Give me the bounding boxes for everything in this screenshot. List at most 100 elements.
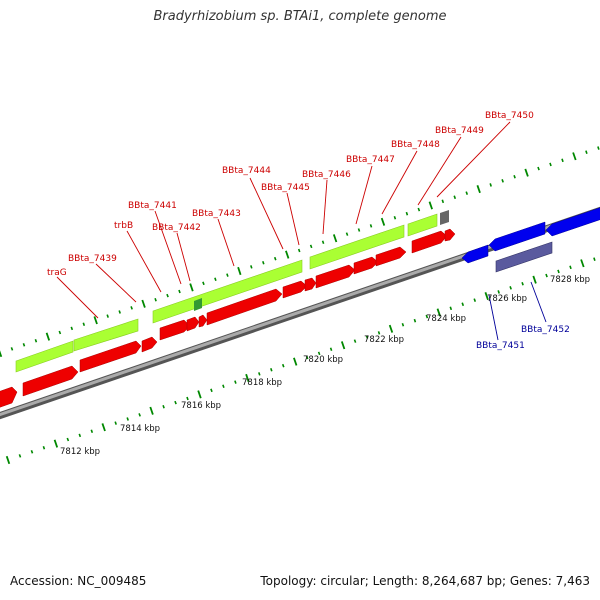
major-tick [237, 266, 242, 276]
minor-tick [202, 281, 205, 286]
gene-arrow [79, 340, 142, 373]
minor-tick [317, 351, 321, 356]
cds-bar [407, 213, 438, 237]
gene-label: BBta_7445 [261, 183, 310, 193]
minor-tick [58, 330, 62, 335]
minor-tick [509, 286, 512, 290]
gene-arrow [353, 256, 379, 275]
major-tick [101, 423, 106, 432]
minor-tick [569, 265, 572, 270]
kbp-scale-labels: 7812 kbp 7814 kbp 7816 kbp 7818 kbp 7820… [60, 275, 590, 457]
minor-tick [42, 445, 46, 450]
minor-tick [465, 191, 469, 195]
gene-arrow [206, 288, 283, 326]
minor-tick [353, 339, 357, 343]
major-tick [0, 350, 3, 358]
kbp-label: 7820 kbp [303, 355, 343, 365]
minor-tick [138, 413, 141, 417]
minor-tick [250, 265, 253, 269]
minor-tick [561, 158, 564, 163]
minor-tick [78, 433, 82, 438]
gene-label: BBta_7444 [222, 166, 271, 176]
gene-label: BBta_7442 [152, 223, 201, 233]
cds-bar [73, 318, 139, 352]
major-tick [428, 201, 433, 210]
gene-label: BBta_7439 [68, 254, 117, 264]
cds-bar [309, 224, 405, 270]
minor-tick [166, 293, 169, 298]
gene-arrow [159, 319, 191, 341]
minor-tick [234, 380, 237, 384]
genome-summary-text: Topology: circular; Length: 8,264,687 bp… [260, 574, 590, 588]
minor-tick [34, 338, 38, 343]
gene-label: trbB [114, 221, 133, 231]
major-tick [524, 168, 529, 177]
major-tick [484, 292, 489, 301]
map-title: Bradyrhizobium sp. BTAi1, complete genom… [153, 9, 447, 24]
major-tick [45, 332, 51, 341]
major-tick [436, 308, 441, 317]
minor-tick [174, 400, 177, 405]
minor-tick [222, 384, 225, 388]
reverse-gene-track [461, 207, 600, 264]
label-leaders [56, 121, 547, 341]
accession-text: Accession: NC_009485 [10, 574, 147, 588]
minor-tick [461, 302, 465, 307]
kbp-label: 7822 kbp [364, 335, 404, 345]
gene-arrow-reverse [545, 207, 600, 237]
cds-bar [152, 259, 303, 324]
minor-tick [114, 421, 117, 425]
major-tick [332, 234, 338, 243]
gene-arrow [315, 264, 356, 289]
gene-arrow [141, 336, 158, 353]
major-tick [141, 299, 146, 308]
minor-tick [413, 318, 417, 323]
forward-gene-track [0, 228, 456, 408]
major-tick [53, 439, 59, 448]
major-tick [532, 275, 537, 284]
minor-tick [549, 162, 552, 167]
major-tick [93, 316, 98, 325]
major-tick [149, 406, 154, 415]
minor-tick [501, 179, 504, 183]
minor-tick [473, 298, 477, 302]
gene-label: BBta_7450 [485, 111, 534, 121]
minor-tick [214, 277, 217, 281]
major-tick [285, 250, 290, 259]
minor-tick [321, 240, 325, 245]
major-tick [580, 259, 585, 268]
minor-tick [270, 368, 273, 372]
gene-arrow [0, 386, 18, 408]
minor-tick [258, 372, 261, 376]
minor-tick [489, 183, 492, 187]
reverse-cds-track [495, 241, 553, 273]
minor-tick [178, 289, 181, 294]
minor-tick [82, 322, 86, 327]
inner-tick-ruler [5, 257, 596, 465]
minor-tick [118, 310, 121, 314]
kbp-label: 7814 kbp [120, 424, 160, 434]
minor-tick [10, 347, 14, 351]
minor-tick [597, 146, 600, 150]
minor-tick [521, 281, 524, 286]
minor-tick [22, 343, 26, 347]
gene-label: BBta_7447 [346, 155, 395, 165]
minor-tick [18, 454, 22, 458]
minor-tick [497, 290, 500, 294]
forward-gene-labels: traG BBta_7439 trbB BBta_7441 BBta_7442 … [47, 111, 534, 278]
gene-label: BBta_7446 [302, 170, 351, 180]
minor-tick [66, 437, 70, 442]
minor-tick [453, 195, 457, 200]
minor-tick [329, 347, 333, 352]
outer-tick-ruler [0, 146, 600, 358]
gene-arrow [186, 316, 200, 332]
gene-arrow [282, 280, 308, 299]
minor-tick [154, 297, 157, 302]
minor-tick [537, 166, 540, 171]
minor-tick [365, 335, 369, 339]
minor-tick [162, 404, 165, 409]
minor-tick [30, 450, 34, 454]
minor-tick [545, 273, 548, 278]
kbp-label: 7812 kbp [60, 447, 100, 457]
